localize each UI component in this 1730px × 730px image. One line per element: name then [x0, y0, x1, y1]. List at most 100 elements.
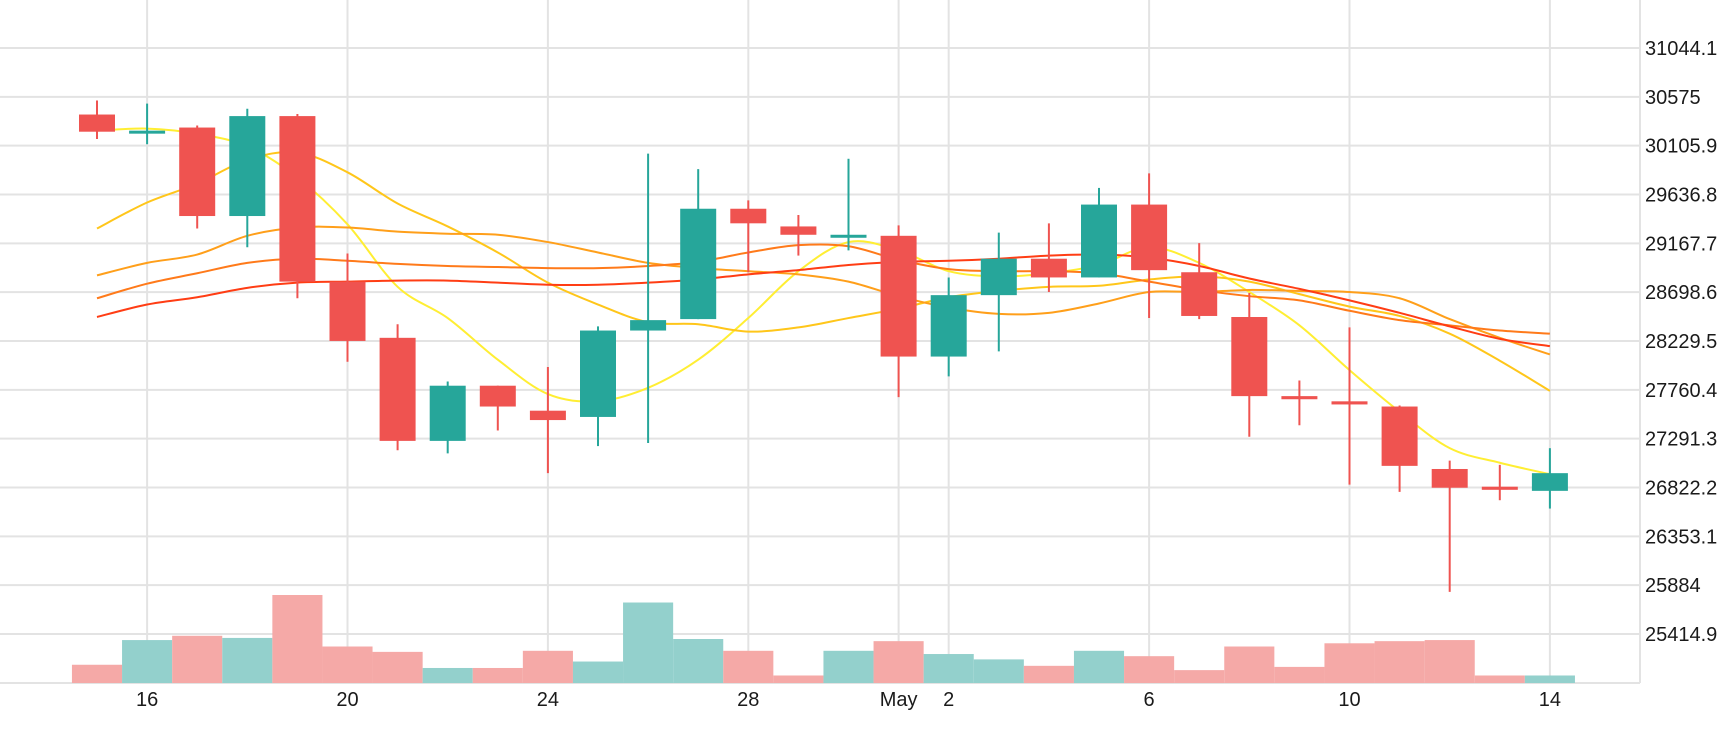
- volume-bar: [1424, 640, 1475, 683]
- grid: [0, 0, 1641, 684]
- y-tick-label: 29167.7: [1645, 233, 1717, 255]
- candle: [630, 153, 667, 443]
- candle: [79, 100, 115, 139]
- candle-body: [1131, 204, 1168, 271]
- candle: [1481, 464, 1518, 501]
- volume-bar: [623, 602, 674, 683]
- volume-bar: [1124, 656, 1175, 683]
- candle: [529, 366, 566, 474]
- y-tick-label: 30105.9: [1645, 136, 1717, 158]
- candle-body: [1281, 396, 1318, 400]
- candle-body: [179, 127, 216, 217]
- candle-body: [780, 226, 817, 235]
- volume-bar: [522, 650, 573, 683]
- candle: [930, 277, 967, 377]
- candle: [279, 114, 316, 299]
- volume-bar: [823, 650, 874, 683]
- candle: [1431, 460, 1468, 592]
- volume-bar: [1023, 665, 1074, 683]
- volume-bar: [1374, 641, 1425, 683]
- candle-body: [880, 235, 917, 357]
- candle-body: [580, 330, 616, 417]
- moving-average-lines: [96, 127, 1551, 476]
- candle: [880, 225, 917, 398]
- volume-bar: [1174, 670, 1225, 683]
- x-axis-ticks: 16 20 24 28 May 2 6 10 14: [136, 689, 1561, 711]
- y-tick-label: 25414.9: [1645, 624, 1717, 646]
- y-tick-label: 26822.2: [1645, 478, 1717, 500]
- volume-bar: [1073, 650, 1125, 683]
- candles: [79, 100, 1568, 592]
- candle: [129, 103, 166, 145]
- candle: [680, 169, 717, 320]
- x-tick-label: 10: [1338, 689, 1360, 711]
- volume-bar: [222, 637, 273, 683]
- volume-bar: [422, 667, 473, 683]
- volume-bar: [122, 640, 173, 683]
- y-tick-label: 29636.8: [1645, 185, 1717, 207]
- candle: [1131, 173, 1168, 319]
- candle-body: [730, 208, 767, 224]
- y-tick-label: 28229.5: [1645, 331, 1717, 353]
- candle-body: [1381, 406, 1418, 466]
- x-tick-label: 6: [1144, 689, 1155, 711]
- candle: [1531, 448, 1568, 509]
- candle-body: [529, 410, 566, 421]
- y-tick-label: 26353.1: [1645, 526, 1717, 548]
- candle-body: [980, 258, 1017, 296]
- volume-bar: [71, 664, 123, 683]
- x-tick-label: 20: [336, 689, 358, 711]
- volume-bar: [1474, 675, 1525, 683]
- candle-body: [429, 385, 466, 441]
- candle-body: [479, 385, 516, 407]
- candle-body: [680, 208, 717, 320]
- volume-bar: [172, 635, 223, 683]
- candle: [830, 158, 867, 251]
- candle-body: [79, 114, 115, 132]
- candle-body: [1331, 401, 1368, 405]
- candle-body: [1181, 272, 1218, 316]
- volume-bar: [272, 595, 323, 683]
- candle-body: [930, 295, 967, 357]
- candle: [329, 253, 366, 362]
- y-tick-label: 27291.3: [1645, 429, 1717, 451]
- y-axis-ticks: 31044.1 30575 30105.9 29636.8 29167.7 28698.6…: [1645, 38, 1717, 646]
- volume-bar: [1224, 646, 1275, 683]
- y-tick-label: 25884: [1645, 575, 1701, 597]
- candle: [379, 324, 416, 451]
- volume-bar: [923, 654, 974, 683]
- volume-bar: [1524, 675, 1575, 683]
- candle: [1281, 380, 1318, 426]
- volume-bars: [71, 595, 1575, 683]
- candle: [1231, 293, 1268, 437]
- moving-average-line: [96, 225, 1551, 356]
- candle: [730, 200, 767, 273]
- volume-bar: [472, 667, 523, 683]
- candle: [1081, 187, 1117, 278]
- y-tick-label: 28698.6: [1645, 282, 1717, 304]
- candle: [1181, 243, 1218, 320]
- candle: [580, 326, 616, 447]
- moving-average-line: [96, 127, 1551, 476]
- candle: [479, 385, 516, 431]
- x-tick-label: May: [880, 689, 918, 711]
- y-tick-label: 27760.4: [1645, 380, 1717, 402]
- volume-bar: [673, 639, 724, 683]
- volume-bar: [873, 641, 924, 683]
- x-tick-label: 16: [136, 689, 158, 711]
- x-tick-label: 28: [737, 689, 759, 711]
- moving-average-line: [96, 151, 1551, 392]
- x-tick-label: 24: [537, 689, 559, 711]
- candle-body: [1081, 204, 1117, 278]
- volume-bar: [973, 659, 1024, 683]
- candle-body: [630, 320, 667, 331]
- candle: [1331, 327, 1368, 485]
- volume-bar: [1274, 666, 1325, 683]
- candle-body: [129, 130, 166, 134]
- candle-body: [329, 281, 366, 341]
- candle-body: [229, 116, 266, 217]
- volume-bar: [572, 661, 624, 683]
- candle-body: [379, 337, 416, 441]
